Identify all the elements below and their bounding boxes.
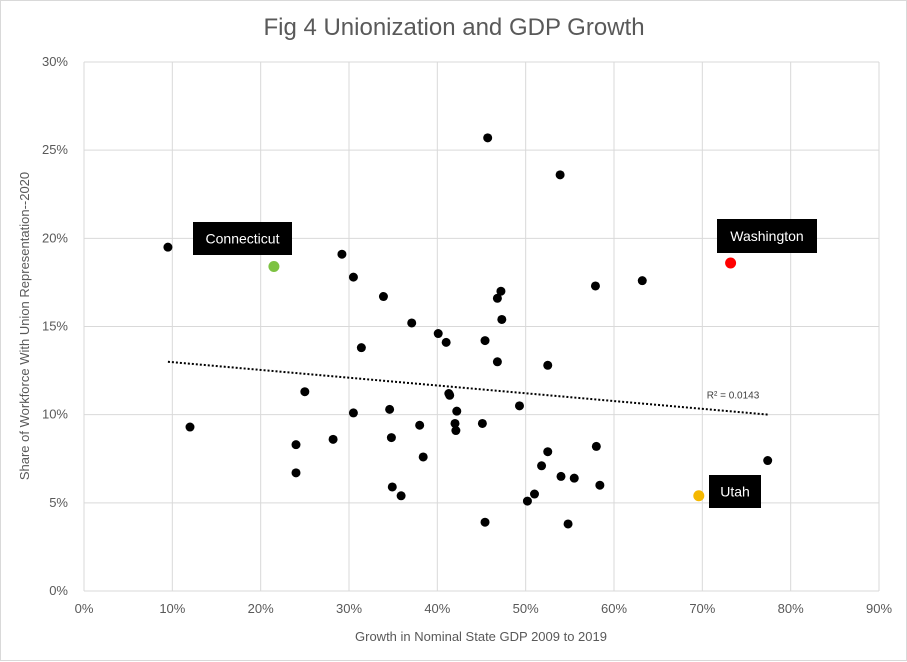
callout-label-utah: Utah <box>720 484 750 500</box>
chart-title: Fig 4 Unionization and GDP Growth <box>263 14 644 41</box>
data-point <box>595 480 605 490</box>
data-point <box>590 281 600 291</box>
highlight-point-connecticut <box>268 261 280 273</box>
x-tick-label: 80% <box>778 601 804 616</box>
r-squared-label: R² = 0.0143 <box>707 390 760 401</box>
x-tick-label: 50% <box>513 601 539 616</box>
data-point <box>415 420 425 430</box>
highlight-callouts: Connecticut Washington Utah <box>193 219 817 508</box>
data-point <box>291 440 301 450</box>
y-tick-label: 15% <box>42 319 68 334</box>
data-point <box>492 357 502 367</box>
data-points <box>163 133 773 529</box>
callout-box-washington <box>717 219 817 253</box>
data-point <box>483 133 493 143</box>
x-axis-title: Growth in Nominal State GDP 2009 to 2019 <box>355 629 607 644</box>
data-point <box>445 390 455 400</box>
data-point <box>385 404 395 414</box>
data-point <box>591 441 601 451</box>
data-point <box>441 337 451 347</box>
data-point <box>452 406 462 416</box>
callout-label-washington: Washington <box>730 228 803 244</box>
y-tick-label: 30% <box>42 54 68 69</box>
data-point <box>450 418 460 428</box>
x-tick-label: 60% <box>601 601 627 616</box>
data-point <box>163 242 173 252</box>
y-axis-title: Share of Workforce With Union Representa… <box>17 172 32 480</box>
x-tick-label: 20% <box>248 601 274 616</box>
data-point <box>291 468 301 478</box>
data-point <box>555 170 565 180</box>
y-axis-ticks: 0% 5% 10% 15% 20% 25% 30% <box>42 54 68 598</box>
data-point <box>543 360 553 370</box>
y-tick-label: 0% <box>49 583 68 598</box>
y-tick-label: 25% <box>42 142 68 157</box>
data-point <box>763 456 773 466</box>
x-tick-label: 40% <box>424 601 450 616</box>
data-point <box>418 452 428 462</box>
data-point <box>492 293 502 303</box>
data-point <box>356 343 366 353</box>
data-point <box>451 426 461 436</box>
y-tick-label: 5% <box>49 495 68 510</box>
data-point <box>433 329 443 339</box>
data-point <box>569 473 579 483</box>
callout-box-connecticut <box>193 222 292 255</box>
y-tick-label: 20% <box>42 230 68 245</box>
data-point <box>637 276 647 286</box>
data-point <box>496 286 506 296</box>
data-point <box>480 517 490 527</box>
data-point <box>543 447 553 457</box>
data-point <box>563 519 573 529</box>
data-point <box>337 249 347 259</box>
data-point <box>480 336 490 346</box>
callout-box-utah <box>709 475 761 508</box>
data-point <box>556 471 566 481</box>
grid-lines <box>83 61 880 592</box>
data-point <box>522 496 532 506</box>
data-point <box>396 491 406 501</box>
data-point <box>328 434 338 444</box>
data-point <box>407 318 417 328</box>
callout-label-connecticut: Connecticut <box>206 231 280 247</box>
x-tick-label: 70% <box>689 601 715 616</box>
data-point <box>348 272 358 282</box>
data-point <box>185 422 195 432</box>
x-tick-label: 90% <box>866 601 892 616</box>
data-point <box>348 408 358 418</box>
data-point <box>497 314 507 324</box>
trendline-group: R² = 0.0143 <box>167 360 769 416</box>
highlight-point-washington <box>725 257 737 269</box>
data-point <box>514 401 524 411</box>
y-tick-label: 10% <box>42 407 68 422</box>
highlight-point-utah <box>693 490 705 502</box>
data-point <box>477 418 487 428</box>
data-point <box>387 482 397 492</box>
data-point <box>386 433 396 443</box>
trendline <box>167 360 769 416</box>
data-point <box>530 489 539 499</box>
x-tick-label: 30% <box>336 601 362 616</box>
data-point <box>300 387 310 397</box>
data-point <box>537 461 547 471</box>
x-tick-label: 0% <box>75 601 94 616</box>
x-axis-ticks: 0% 10% 20% 30% 40% 50% 60% 70% 80% 90% <box>75 601 893 616</box>
x-tick-label: 10% <box>159 601 185 616</box>
data-point <box>378 292 388 302</box>
